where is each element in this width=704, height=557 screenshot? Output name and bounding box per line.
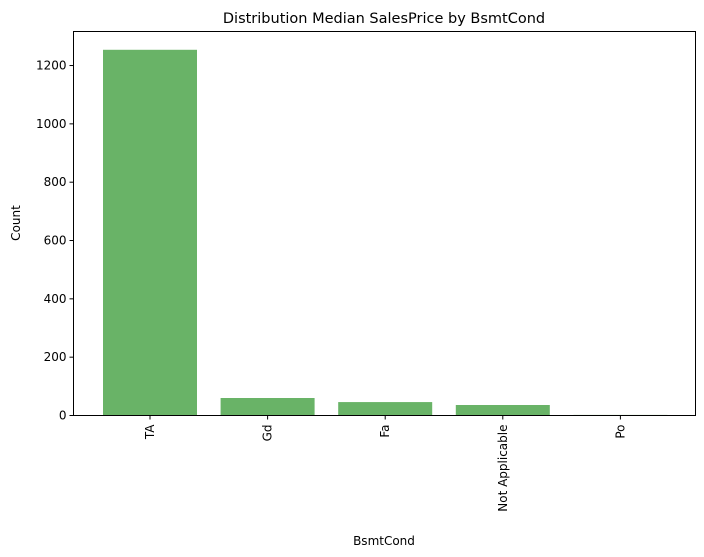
plot-frame [73, 31, 696, 416]
x-tick-label: Gd [261, 425, 275, 442]
y-axis-label: Count [9, 205, 23, 241]
bars-group [103, 49, 668, 416]
bar-ta [103, 49, 197, 416]
y-tick-label: 600 [44, 234, 67, 248]
y-tick-label: 800 [44, 175, 67, 189]
y-tick-label: 1200 [36, 59, 67, 73]
y-tick-label: 0 [59, 409, 67, 423]
x-axis-ticks: TA Gd Fa Not Applicable Po [143, 415, 627, 512]
y-tick-label: 1000 [36, 117, 67, 131]
y-axis-ticks: 0 200 400 600 800 1000 1200 [36, 59, 74, 423]
bar-fa [338, 402, 433, 416]
x-tick-label: TA [143, 424, 157, 440]
x-tick-label: Not Applicable [496, 425, 510, 512]
y-tick-label: 200 [44, 350, 67, 364]
chart-title: Distribution Median SalesPrice by BsmtCo… [223, 11, 545, 27]
bar-gd [220, 398, 315, 416]
x-tick-label: Fa [378, 425, 392, 438]
bar-not-applicable [455, 405, 550, 416]
x-axis-label: BsmtCond [353, 534, 415, 548]
y-tick-label: 400 [44, 292, 67, 306]
x-tick-label: Po [613, 425, 627, 439]
